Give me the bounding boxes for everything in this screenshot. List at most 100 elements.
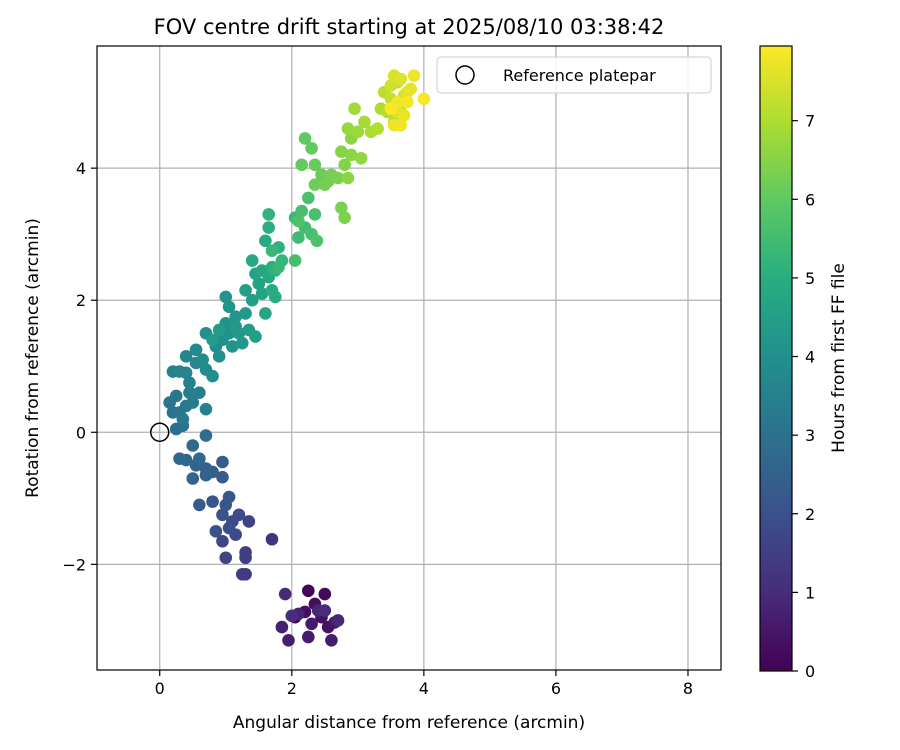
data-point: [394, 72, 408, 86]
data-point: [216, 455, 229, 469]
data-point: [354, 151, 368, 165]
data-point: [295, 204, 308, 218]
data-point: [196, 353, 209, 366]
data-point: [239, 284, 252, 297]
data-point: [219, 290, 233, 304]
data-point: [282, 633, 295, 647]
data-point: [305, 617, 318, 631]
data-point: [318, 604, 332, 617]
x-tick-label: 6: [551, 679, 561, 698]
data-point: [216, 534, 229, 548]
data-point: [209, 525, 223, 538]
data-point: [183, 386, 196, 399]
data-point: [259, 307, 272, 320]
data-point: [292, 214, 305, 228]
data-point: [401, 95, 414, 109]
data-point: [384, 102, 398, 116]
x-tick-label: 8: [683, 679, 693, 698]
data-point: [245, 293, 259, 307]
plot-frame: [96, 45, 722, 671]
reference-platepar-marker: [149, 422, 170, 443]
y-tick-label: 4: [76, 159, 86, 178]
data-point: [302, 191, 315, 205]
data-point: [212, 323, 226, 337]
data-point: [229, 320, 242, 333]
data-point: [189, 343, 203, 357]
data-point: [252, 277, 266, 291]
plot-area: [96, 45, 722, 671]
colorbar-tick-label: 0: [805, 662, 815, 681]
data-point: [275, 620, 289, 634]
data-point: [199, 462, 213, 475]
legend-marker-open-circle: [455, 65, 475, 85]
data-point: [308, 158, 322, 172]
colorbar-frame: [759, 45, 793, 672]
data-points: [163, 69, 431, 647]
data-point: [394, 118, 408, 132]
data-point: [268, 290, 282, 304]
chart-title: FOV centre drift starting at 2025/08/10 …: [154, 15, 665, 39]
data-point: [318, 587, 332, 601]
colorbar-tick-label: 1: [805, 583, 815, 602]
data-point: [193, 498, 206, 512]
data-point: [308, 208, 322, 221]
x-tick-label: 0: [155, 679, 165, 698]
data-point: [308, 178, 322, 191]
data-point: [179, 350, 193, 363]
data-point: [341, 171, 355, 185]
grid-lines: [97, 46, 721, 670]
data-point: [335, 201, 348, 215]
legend: Reference platepar: [436, 56, 712, 94]
y-tick-label: 0: [76, 423, 86, 442]
data-point: [226, 340, 239, 353]
data-point: [292, 231, 305, 244]
data-point: [249, 330, 262, 343]
legend-box: [436, 56, 712, 94]
data-point: [348, 102, 361, 116]
data-point: [206, 495, 219, 508]
y-axis-ticks: −2 0 2 4: [62, 159, 97, 574]
data-point: [239, 307, 252, 320]
y-axis-label: Rotation from reference (arcmin): [23, 218, 43, 498]
data-point: [229, 310, 242, 324]
data-point: [186, 439, 200, 452]
data-point: [358, 115, 371, 129]
data-point: [206, 369, 219, 383]
data-point: [222, 490, 236, 504]
data-point: [222, 300, 236, 314]
colorbar-tick-label: 7: [805, 112, 815, 131]
data-point: [255, 287, 269, 300]
data-point: [265, 532, 279, 546]
data-point: [397, 109, 411, 122]
data-point: [338, 211, 351, 224]
data-point: [212, 350, 226, 363]
data-point: [206, 333, 219, 347]
data-point: [262, 208, 275, 221]
data-point: [199, 429, 213, 442]
data-point: [186, 396, 200, 409]
colorbar-gradient: [760, 46, 792, 671]
x-axis-label: Angular distance from reference (arcmin): [233, 713, 585, 733]
data-point: [331, 614, 345, 627]
data-point: [235, 567, 249, 581]
data-point: [173, 452, 186, 465]
data-point: [384, 79, 398, 92]
x-tick-label: 2: [287, 679, 297, 698]
colorbar-tick-label: 4: [805, 348, 815, 367]
data-point: [245, 254, 259, 267]
data-point: [288, 254, 302, 267]
data-point: [219, 551, 233, 565]
data-point: [186, 472, 200, 485]
colorbar-tick-label: 5: [805, 269, 815, 288]
data-point: [235, 336, 249, 350]
data-point: [371, 122, 384, 135]
data-point: [183, 376, 196, 390]
data-point: [232, 508, 246, 522]
colorbar-tick-label: 3: [805, 426, 815, 445]
x-axis-ticks: 0 2 4 6 8: [155, 670, 693, 698]
y-tick-label: 2: [76, 291, 86, 310]
data-point: [417, 92, 431, 106]
data-point: [193, 386, 206, 399]
data-point: [216, 470, 229, 484]
